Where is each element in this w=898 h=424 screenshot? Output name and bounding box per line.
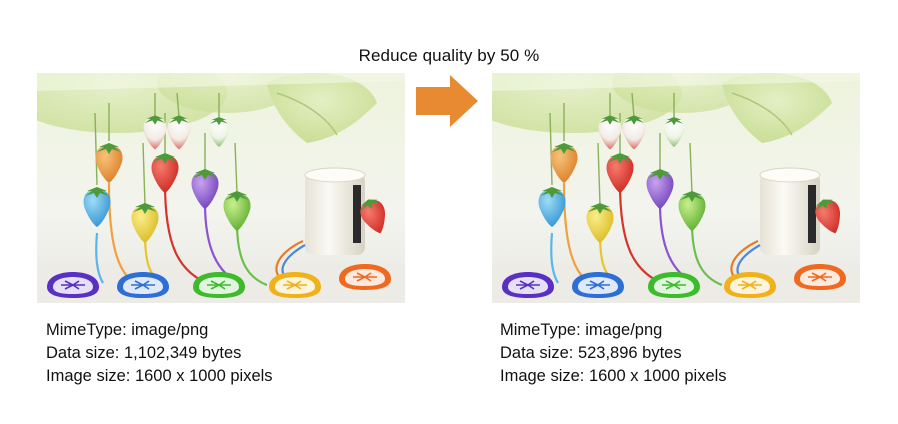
right-arrow-icon (416, 75, 478, 127)
mime-type-label: MimeType: image/png (46, 321, 209, 339)
reduced-info: MimeType: image/png Data size: 523,896 b… (500, 319, 727, 388)
data-size-label: Data size: 523,896 bytes (500, 344, 682, 362)
mime-type-label: MimeType: image/png (500, 321, 663, 339)
original-info: MimeType: image/png Data size: 1,102,349… (46, 319, 273, 388)
reduced-quality-image (492, 73, 860, 303)
page-title: Reduce quality by 50 % (358, 46, 540, 65)
data-size-label: Data size: 1,102,349 bytes (46, 344, 242, 362)
original-image (37, 73, 405, 303)
image-size-label: Image size: 1600 x 1000 pixels (500, 367, 727, 385)
image-size-label: Image size: 1600 x 1000 pixels (46, 367, 273, 385)
